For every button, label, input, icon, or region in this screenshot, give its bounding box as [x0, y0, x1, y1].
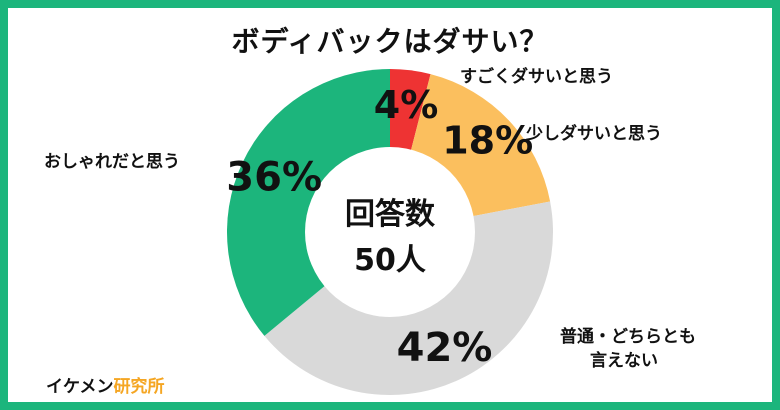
- chart-title: ボディバックはダサい？: [231, 25, 549, 58]
- slice-category-label: 普通・どちらとも言えない: [560, 326, 696, 371]
- center-label: 回答数: [345, 197, 436, 232]
- slice-percent-label: 18%: [442, 118, 533, 162]
- pie-slice: [227, 69, 390, 336]
- center-value: 50人: [354, 243, 426, 278]
- slice-category-label: 少しダサいと思う: [525, 123, 662, 144]
- slice-category-label: すごくダサいと思う: [460, 66, 613, 87]
- slice-percent-label: 42%: [397, 325, 493, 371]
- brand-name-part2: 研究所: [113, 377, 165, 397]
- brand-name-part1: イケメン: [46, 377, 114, 397]
- slice-category-label: おしゃれだと思う: [44, 152, 180, 172]
- slice-percent-label: 4%: [374, 83, 439, 127]
- slice-percent-label: 36%: [226, 155, 322, 201]
- brand-logo: イケメン研究所: [46, 372, 165, 397]
